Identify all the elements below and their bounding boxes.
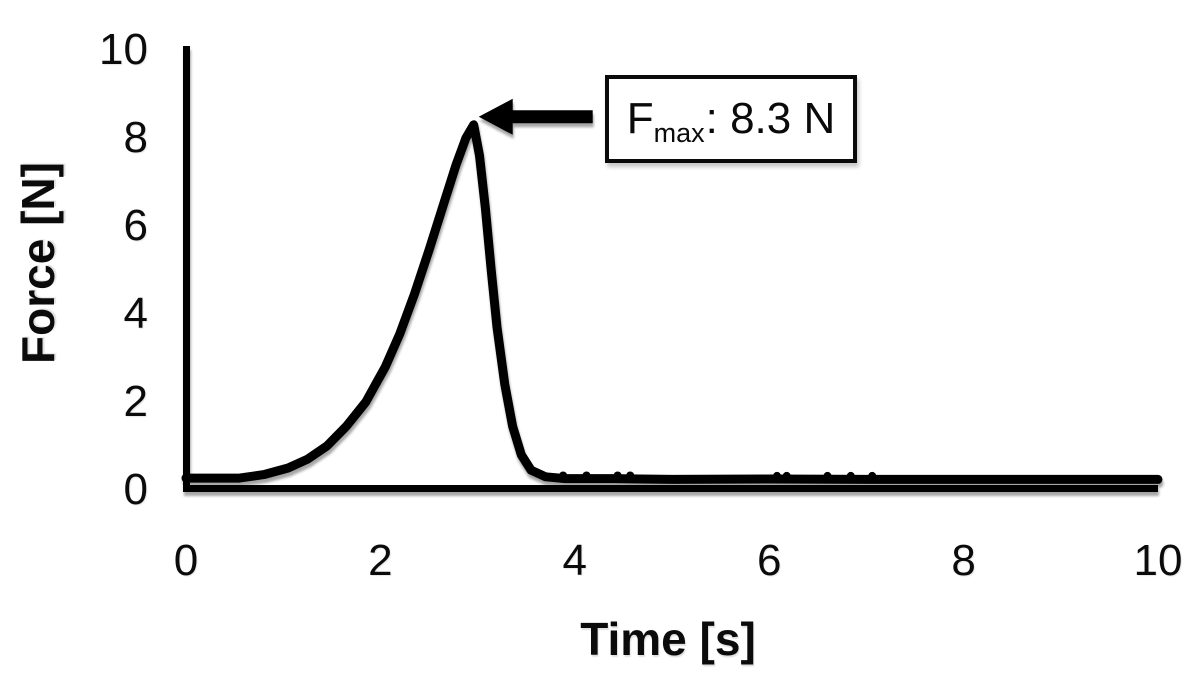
noise-dot xyxy=(582,471,591,480)
noise-dot xyxy=(846,471,855,480)
x-tick-label: 0 xyxy=(173,536,199,585)
annotation-fmax-subscript: max xyxy=(653,117,705,148)
x-axis-title: Time [s] xyxy=(580,613,756,665)
y-tick-label: 2 xyxy=(123,377,148,426)
x-tick-label: 10 xyxy=(1133,536,1183,585)
x-tick-label: 2 xyxy=(368,536,393,585)
noise-dots xyxy=(559,471,877,480)
annotation-fmax-symbol: F xyxy=(626,94,654,143)
noise-dot xyxy=(823,471,832,480)
x-tick-label: 6 xyxy=(756,536,782,585)
y-tick-label: 10 xyxy=(99,25,148,74)
noise-dot xyxy=(782,471,791,480)
noise-dot xyxy=(559,471,568,480)
noise-dot xyxy=(613,471,622,480)
noise-dot xyxy=(773,471,781,480)
y-tick-label: 8 xyxy=(123,113,148,162)
y-tick-label: 4 xyxy=(123,289,148,338)
noise-dot xyxy=(868,471,877,480)
annotation-arrow-head xyxy=(478,98,513,135)
x-tick-label: 8 xyxy=(951,536,976,585)
y-tick-label: 6 xyxy=(123,201,148,250)
x-tick-label: 4 xyxy=(562,536,588,585)
force-curve xyxy=(181,120,1163,484)
noise-dot xyxy=(626,471,635,480)
annotation-fmax-value: : 8.3 N xyxy=(705,94,836,143)
y-tick-label: 0 xyxy=(123,465,148,514)
